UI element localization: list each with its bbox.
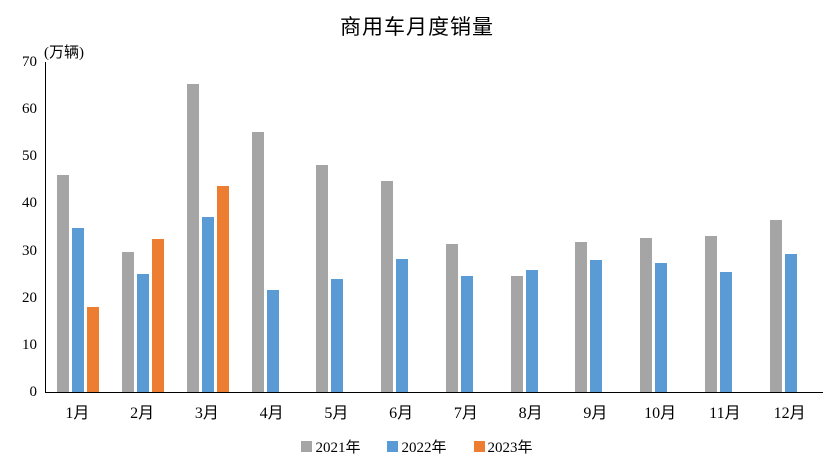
x-tick-label: 2月 bbox=[130, 405, 155, 422]
x-tick-label: 6月 bbox=[389, 405, 414, 422]
bar-group-6月 bbox=[370, 62, 435, 392]
x-tick-label: 8月 bbox=[518, 405, 543, 422]
bar-2021年-9月 bbox=[575, 242, 588, 392]
legend-label: 2021年 bbox=[315, 440, 361, 456]
bar-group-11月 bbox=[694, 62, 759, 392]
bar-group-9月 bbox=[564, 62, 629, 392]
x-tick-label: 4月 bbox=[259, 405, 284, 422]
bar-group-12月 bbox=[758, 62, 823, 392]
y-tick-label: 40 bbox=[22, 195, 37, 212]
bar-2022年-6月 bbox=[396, 258, 409, 392]
x-tick-label: 9月 bbox=[583, 405, 608, 422]
bar-2022年-12月 bbox=[784, 253, 797, 392]
y-tick-label: 70 bbox=[22, 54, 37, 70]
bar-group-4月 bbox=[240, 62, 305, 392]
bar-2022年-7月 bbox=[460, 276, 473, 392]
bar-2021年-8月 bbox=[510, 275, 523, 392]
x-axis-labels: 1月 2月 3月 4月 5月 6月 7月 8月 9月 10月 11月 12月 bbox=[45, 399, 822, 423]
bar-2022年-3月 bbox=[201, 217, 214, 392]
bar-2021年-10月 bbox=[640, 237, 653, 392]
bar-2023年-1月 bbox=[87, 307, 100, 392]
bar-group-1月 bbox=[46, 62, 111, 392]
legend-marker-icon bbox=[387, 441, 399, 452]
bar-group-5月 bbox=[305, 62, 370, 392]
legend-item-2021年: 2021年 bbox=[301, 436, 360, 457]
x-tick-label: 5月 bbox=[324, 405, 349, 422]
bar-2021年-2月 bbox=[122, 251, 135, 392]
legend-marker-icon bbox=[301, 441, 313, 452]
x-tick-label: 12月 bbox=[773, 405, 806, 422]
y-tick-label: 50 bbox=[22, 148, 37, 165]
bar-2021年-11月 bbox=[704, 236, 717, 392]
bar-2021年-1月 bbox=[57, 175, 70, 392]
bar-2022年-2月 bbox=[137, 274, 150, 392]
y-tick-label: 20 bbox=[22, 289, 37, 306]
bar-2022年-11月 bbox=[719, 272, 732, 392]
bar-2022年-10月 bbox=[655, 263, 668, 392]
x-tick-label: 11月 bbox=[709, 405, 741, 422]
bar-2021年-5月 bbox=[316, 164, 329, 392]
bar-group-7月 bbox=[435, 62, 500, 392]
bar-2021年-12月 bbox=[769, 219, 782, 392]
y-tick-label: 0 bbox=[29, 384, 38, 400]
bar-2022年-8月 bbox=[525, 269, 538, 392]
bar-2021年-3月 bbox=[186, 84, 199, 392]
x-tick-label: 7月 bbox=[453, 405, 478, 422]
y-tick-label: 30 bbox=[22, 242, 37, 259]
plot-area bbox=[45, 62, 823, 393]
bar-2023年-3月 bbox=[216, 186, 229, 392]
legend-label: 2022年 bbox=[401, 440, 447, 456]
legend-label: 2023年 bbox=[487, 440, 533, 456]
bar-2021年-6月 bbox=[381, 181, 394, 392]
bar-group-8月 bbox=[499, 62, 564, 392]
y-tick-label: 60 bbox=[22, 101, 37, 118]
bar-group-3月 bbox=[176, 62, 241, 392]
bar-2021年-4月 bbox=[251, 132, 264, 392]
bar-group-2月 bbox=[111, 62, 176, 392]
bar-2022年-1月 bbox=[72, 228, 85, 392]
x-tick-label: 10月 bbox=[644, 405, 677, 422]
bar-2022年-9月 bbox=[590, 260, 603, 392]
legend-item-2022年: 2022年 bbox=[387, 436, 447, 457]
x-tick-label: 3月 bbox=[194, 405, 219, 422]
bar-2023年-2月 bbox=[152, 239, 165, 392]
legend-item-2023年: 2023年 bbox=[473, 436, 533, 457]
y-tick-label: 10 bbox=[22, 336, 37, 353]
legend-marker-icon bbox=[473, 441, 485, 452]
chart-title: 商用车月度销量 bbox=[340, 15, 494, 39]
x-tick-label: 1月 bbox=[65, 405, 90, 422]
legend: 2021年 2022年 2023年 bbox=[0, 436, 834, 457]
bar-2022年-4月 bbox=[266, 289, 279, 392]
y-axis-unit-label: (万辆) bbox=[44, 45, 84, 61]
bar-2022年-5月 bbox=[331, 278, 344, 392]
bar-group-10月 bbox=[629, 62, 694, 392]
bar-2021年-7月 bbox=[445, 244, 458, 392]
